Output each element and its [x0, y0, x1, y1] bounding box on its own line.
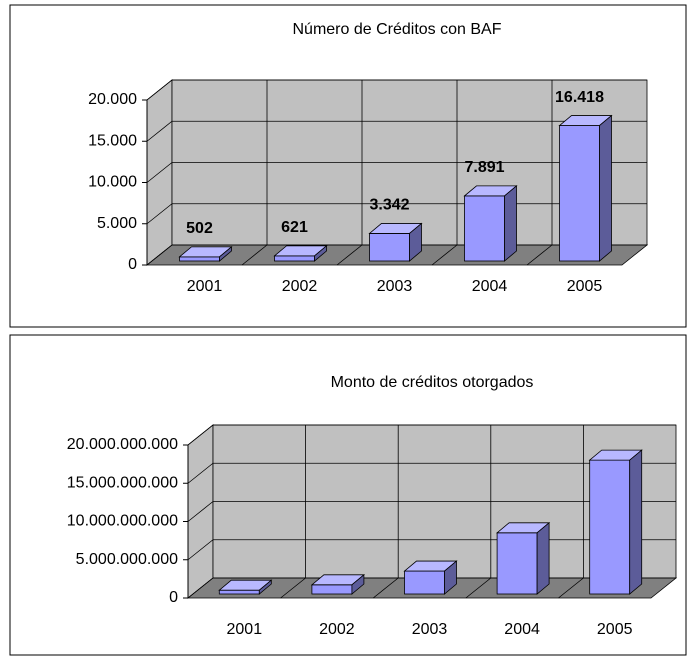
bar: [218, 589, 260, 595]
x-tick-label: 2002: [282, 278, 318, 295]
bar-side: [258, 579, 272, 595]
category-divider: [372, 577, 399, 599]
y-tick-label: 10.000.000.000: [67, 513, 178, 530]
grid-line: [187, 462, 676, 484]
x-tick-label: 2001: [227, 621, 263, 638]
bar: [311, 584, 353, 595]
bar-side: [444, 560, 457, 595]
category-divider: [431, 244, 458, 266]
bar: [559, 125, 600, 262]
bar: [589, 459, 631, 595]
grid-line: [146, 162, 647, 183]
bar-side: [504, 185, 517, 262]
chart-title: Número de Créditos con BAF: [293, 21, 502, 38]
value-label: 7.891: [464, 159, 504, 176]
x-tick-label: 2004: [504, 621, 540, 638]
y-tick-label: 10.000: [88, 174, 137, 191]
value-label: 16.418: [555, 89, 604, 106]
y-tick-label: 20.000: [88, 91, 137, 108]
grid-line: [146, 120, 647, 142]
bar-side: [409, 222, 422, 262]
y-tick-label: 5.000: [97, 215, 137, 232]
category-divider: [336, 244, 363, 266]
bar: [369, 233, 410, 262]
grid-line: [187, 424, 676, 446]
y-tick-label: 0: [169, 589, 178, 606]
y-tick-label: 5.000.000.000: [76, 551, 178, 568]
x-tick-label: 2002: [319, 621, 355, 638]
category-divider: [280, 577, 306, 599]
bar: [496, 532, 538, 595]
category-divider: [241, 244, 268, 266]
bar-side: [351, 573, 365, 595]
bar-side: [536, 521, 550, 595]
x-tick-label: 2004: [472, 278, 508, 295]
bar-side: [314, 245, 327, 262]
chart-title: Monto de créditos otorgados: [331, 374, 534, 391]
grid-line: [146, 79, 647, 101]
y-tick-label: 15.000.000.000: [67, 474, 178, 491]
grid-line: [187, 501, 676, 522]
bar: [404, 570, 445, 595]
x-tick-label: 2001: [187, 278, 223, 295]
category-divider: [526, 244, 553, 266]
value-label: 3.342: [369, 197, 409, 214]
bar-side: [599, 114, 612, 262]
category-divider: [558, 577, 584, 599]
category-divider: [465, 577, 492, 599]
value-label: 502: [186, 220, 213, 237]
bar: [464, 195, 505, 262]
y-tick-label: 0: [128, 256, 137, 273]
y-tick-label: 20.000.000.000: [67, 436, 178, 453]
bar: [179, 256, 220, 262]
y-tick-label: 15.000: [88, 132, 137, 149]
x-tick-label: 2005: [567, 278, 603, 295]
x-tick-label: 2003: [377, 278, 413, 295]
bar: [274, 255, 315, 262]
bar-side: [629, 449, 643, 595]
x-tick-label: 2003: [412, 621, 448, 638]
x-tick-label: 2005: [597, 621, 633, 638]
bar-side: [219, 246, 232, 262]
value-label: 621: [281, 219, 308, 236]
